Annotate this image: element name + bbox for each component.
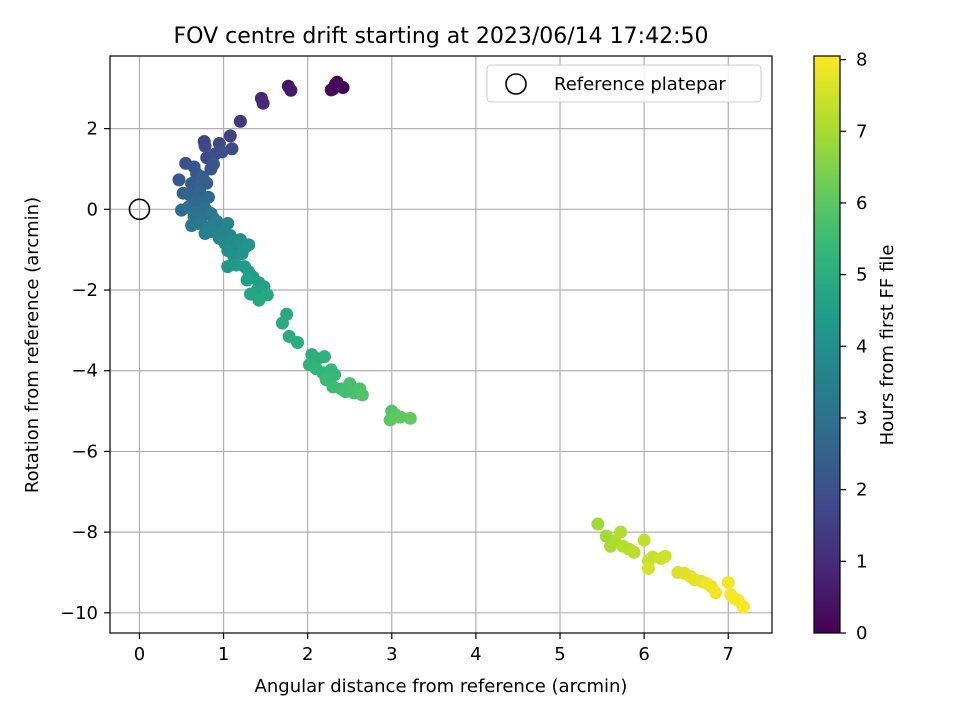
y-tick-label: −8: [71, 522, 98, 543]
plot-grid: [110, 56, 772, 633]
scatter-point: [641, 561, 655, 575]
scatter-point: [240, 273, 254, 287]
colorbar-tick-label: 3: [856, 408, 867, 429]
scatter-point: [284, 83, 298, 97]
x-tick-label: 3: [386, 644, 397, 665]
scatter-point: [221, 216, 235, 230]
scatter-point: [235, 247, 249, 261]
scatter-point: [736, 600, 750, 614]
scatter-point: [172, 173, 186, 187]
x-tick-label: 6: [638, 644, 649, 665]
scatter-point: [275, 316, 289, 330]
y-tick-label: −6: [71, 441, 98, 462]
scatter-point: [403, 411, 417, 425]
x-tick-label: 5: [554, 644, 565, 665]
scatter-point: [206, 157, 220, 171]
legend-label-reference: Reference platepar: [554, 74, 726, 95]
scatter-point: [252, 293, 266, 307]
colorbar-tick-label: 8: [856, 50, 867, 71]
scatter-point: [233, 114, 247, 128]
reference-platepar-marker: [128, 198, 151, 221]
x-tick-label: 7: [723, 644, 734, 665]
scatter-point: [256, 96, 270, 110]
colorbar-gradient: [813, 55, 841, 634]
x-tick-label: 0: [134, 644, 145, 665]
y-tick-label: 0: [87, 199, 98, 220]
y-tick-label: 2: [87, 119, 98, 140]
colorbar-tick-label: 2: [856, 480, 867, 501]
scatter-point: [393, 410, 407, 424]
colorbar: 0 1 2 3 4 5 6 7 8: [813, 50, 867, 644]
scatter-point: [215, 145, 229, 159]
scatter-point: [383, 413, 397, 427]
x-axis-label: Angular distance from reference (arcmin): [255, 676, 628, 697]
scatter-point: [721, 576, 735, 590]
colorbar-tick-label: 6: [856, 193, 867, 214]
scatter-point: [627, 545, 641, 559]
plot-ticks: 0 1 2 3 4 5 6 7 −10 −8 −6 −4 −2 0 2: [60, 119, 734, 665]
scatter-point: [637, 533, 651, 547]
scatter-point: [223, 129, 237, 143]
colorbar-ticks: 0 1 2 3 4 5 6 7 8: [840, 50, 867, 644]
scatter-point: [709, 586, 723, 600]
colorbar-tick-label: 0: [856, 623, 867, 644]
scatter-points: [172, 75, 750, 614]
chart-title: FOV centre drift starting at 2023/06/14 …: [174, 24, 709, 49]
scatter-point: [324, 83, 338, 97]
scatter-point: [614, 525, 628, 539]
colorbar-tick-label: 5: [856, 265, 867, 286]
scatter-point: [242, 238, 256, 252]
colorbar-tick-label: 4: [856, 336, 867, 357]
scatter-point: [658, 549, 672, 563]
legend: Reference platepar: [486, 64, 762, 103]
y-axis-label: Rotation from reference (arcmin): [22, 197, 43, 493]
y-tick-label: −10: [60, 603, 98, 624]
legend-box: [486, 64, 762, 103]
scatter-point: [198, 139, 212, 153]
colorbar-label: Hours from first FF file: [877, 245, 898, 446]
x-tick-label: 1: [218, 644, 229, 665]
plot-frame: [109, 55, 773, 634]
y-tick-label: −2: [71, 280, 98, 301]
scatter-point: [355, 388, 369, 402]
scatter-point: [317, 350, 331, 364]
scatter-point: [291, 335, 305, 349]
y-tick-label: −4: [71, 361, 98, 382]
colorbar-tick-label: 1: [856, 551, 867, 572]
x-tick-label: 2: [302, 644, 313, 665]
scatter-point: [225, 142, 239, 156]
legend-marker-reference: [505, 73, 527, 95]
scatter-point: [591, 517, 605, 531]
x-tick-label: 4: [470, 644, 481, 665]
colorbar-tick-label: 7: [856, 121, 867, 142]
